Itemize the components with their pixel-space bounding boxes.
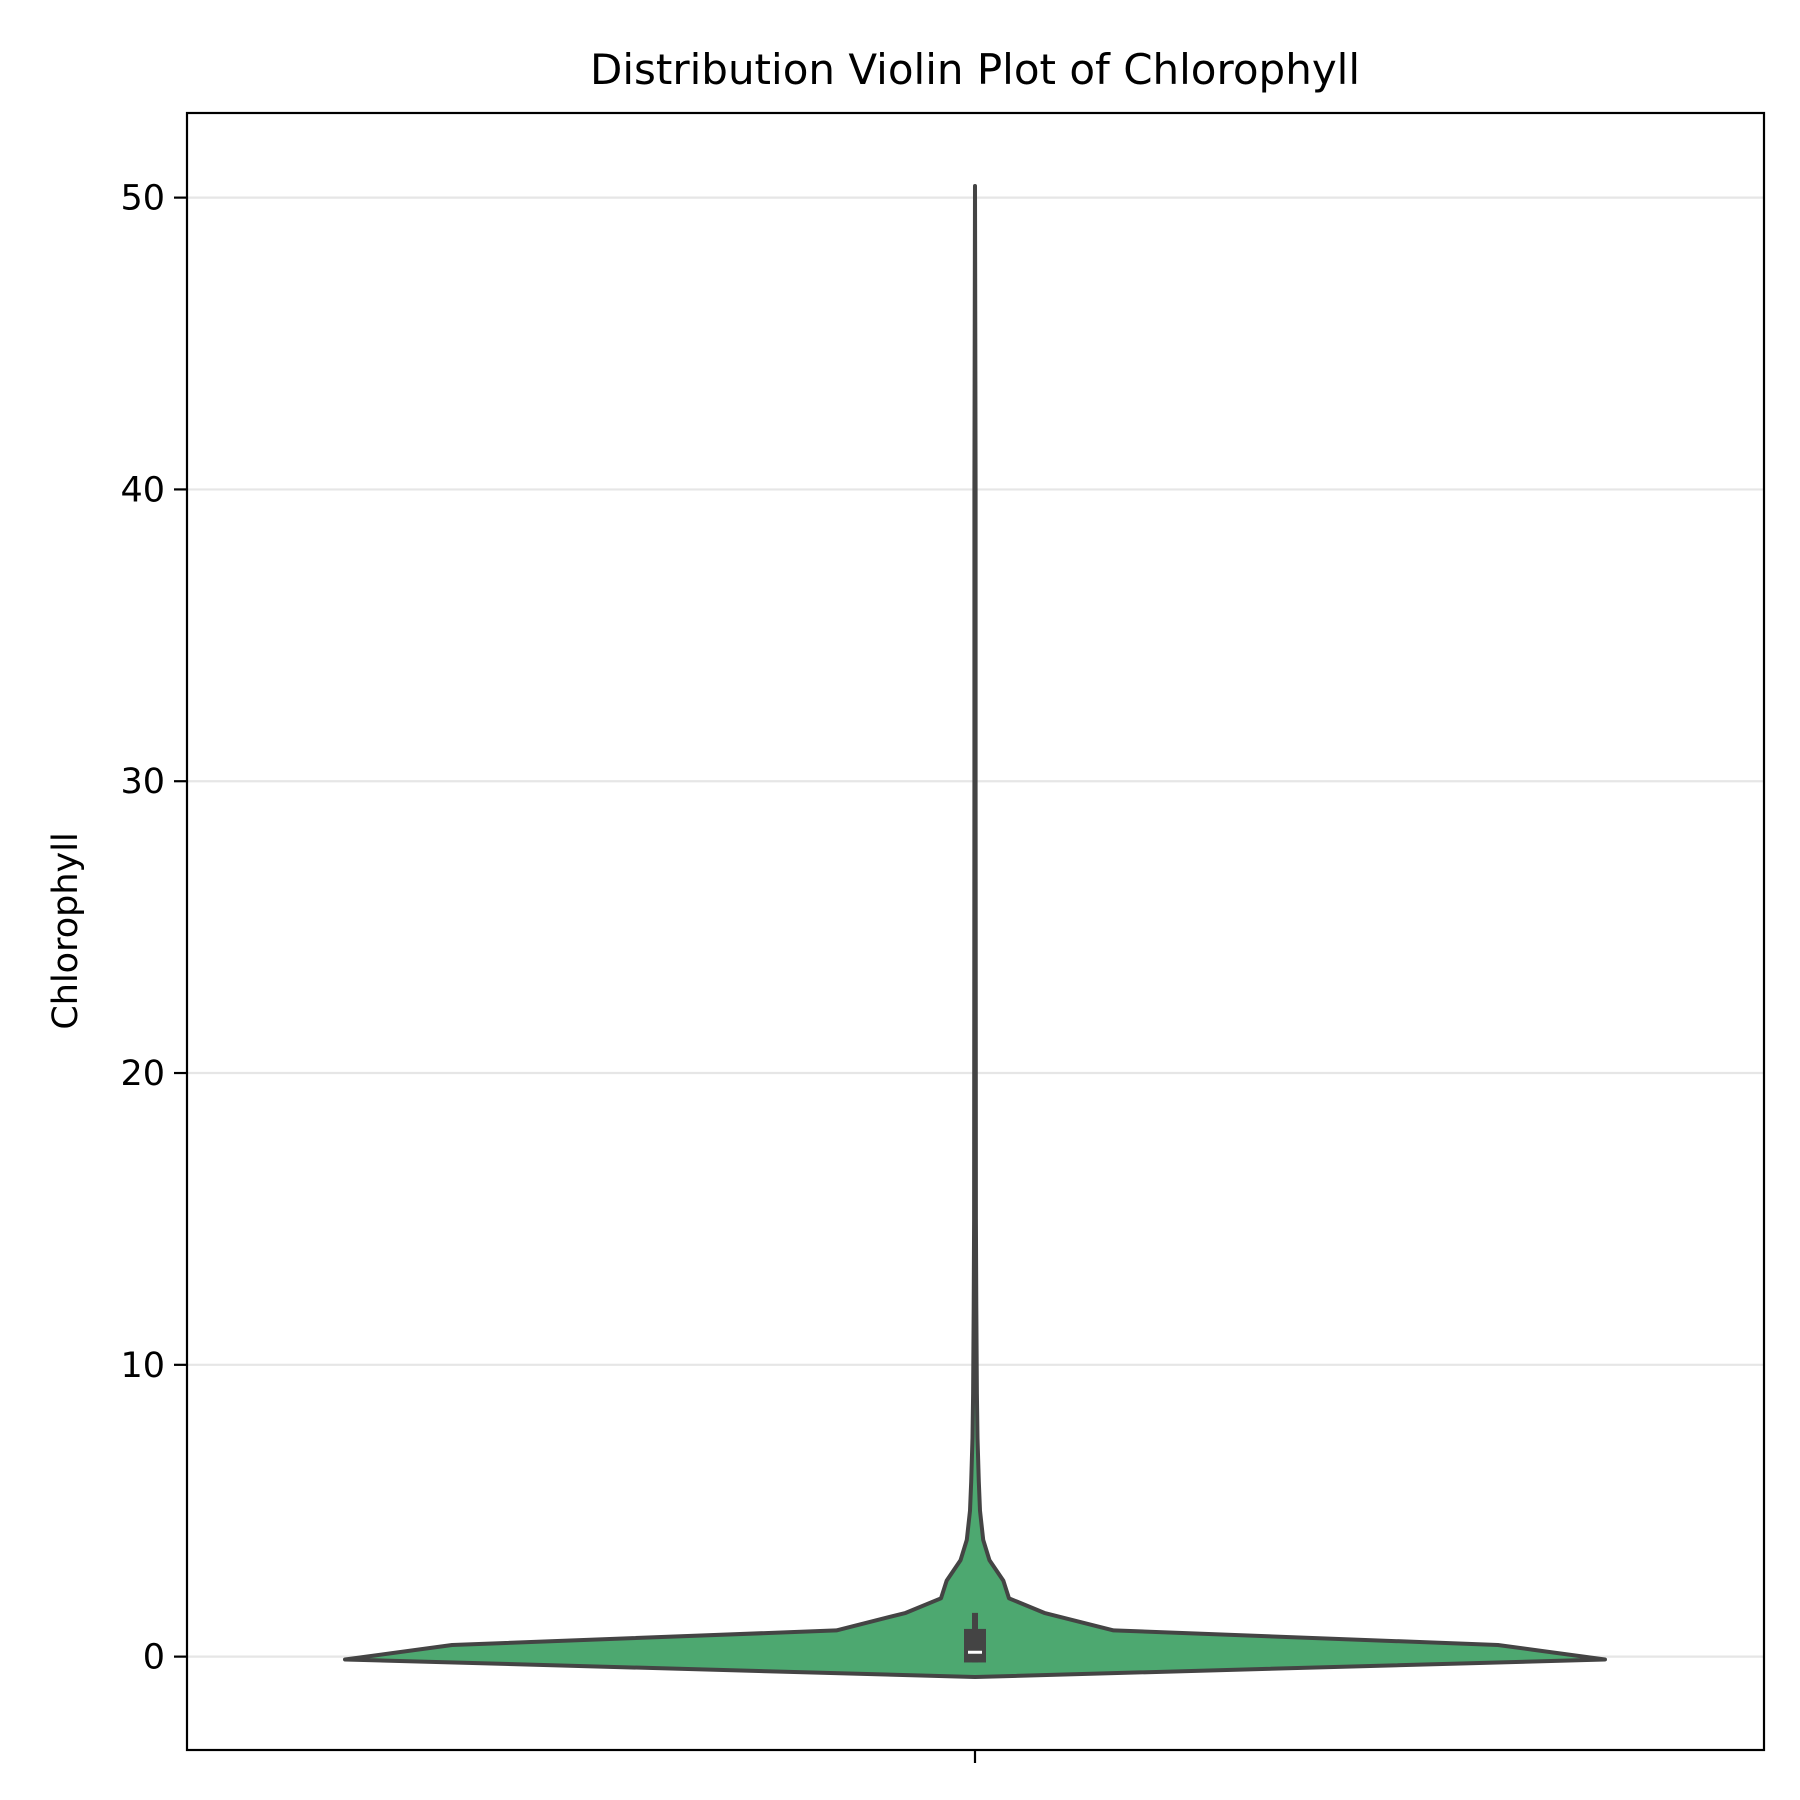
box-iqr (964, 1628, 986, 1663)
y-tick-label: 30 (120, 762, 165, 802)
violin-layer (343, 184, 1607, 1679)
y-tick-label: 20 (120, 1054, 165, 1094)
chart-title: Distribution Violin Plot of Chlorophyll (590, 45, 1360, 94)
y-axis-label: Chlorophyll (46, 832, 86, 1029)
violin-body (343, 184, 1607, 1679)
y-axis-ticks: 0 10 20 30 40 50 (120, 179, 187, 1678)
inner-boxplot (964, 1612, 986, 1663)
y-tick-label: 0 (143, 1638, 165, 1678)
y-tick-label: 10 (120, 1346, 165, 1386)
y-tick-label: 50 (120, 179, 165, 219)
y-tick-label: 40 (120, 470, 165, 510)
